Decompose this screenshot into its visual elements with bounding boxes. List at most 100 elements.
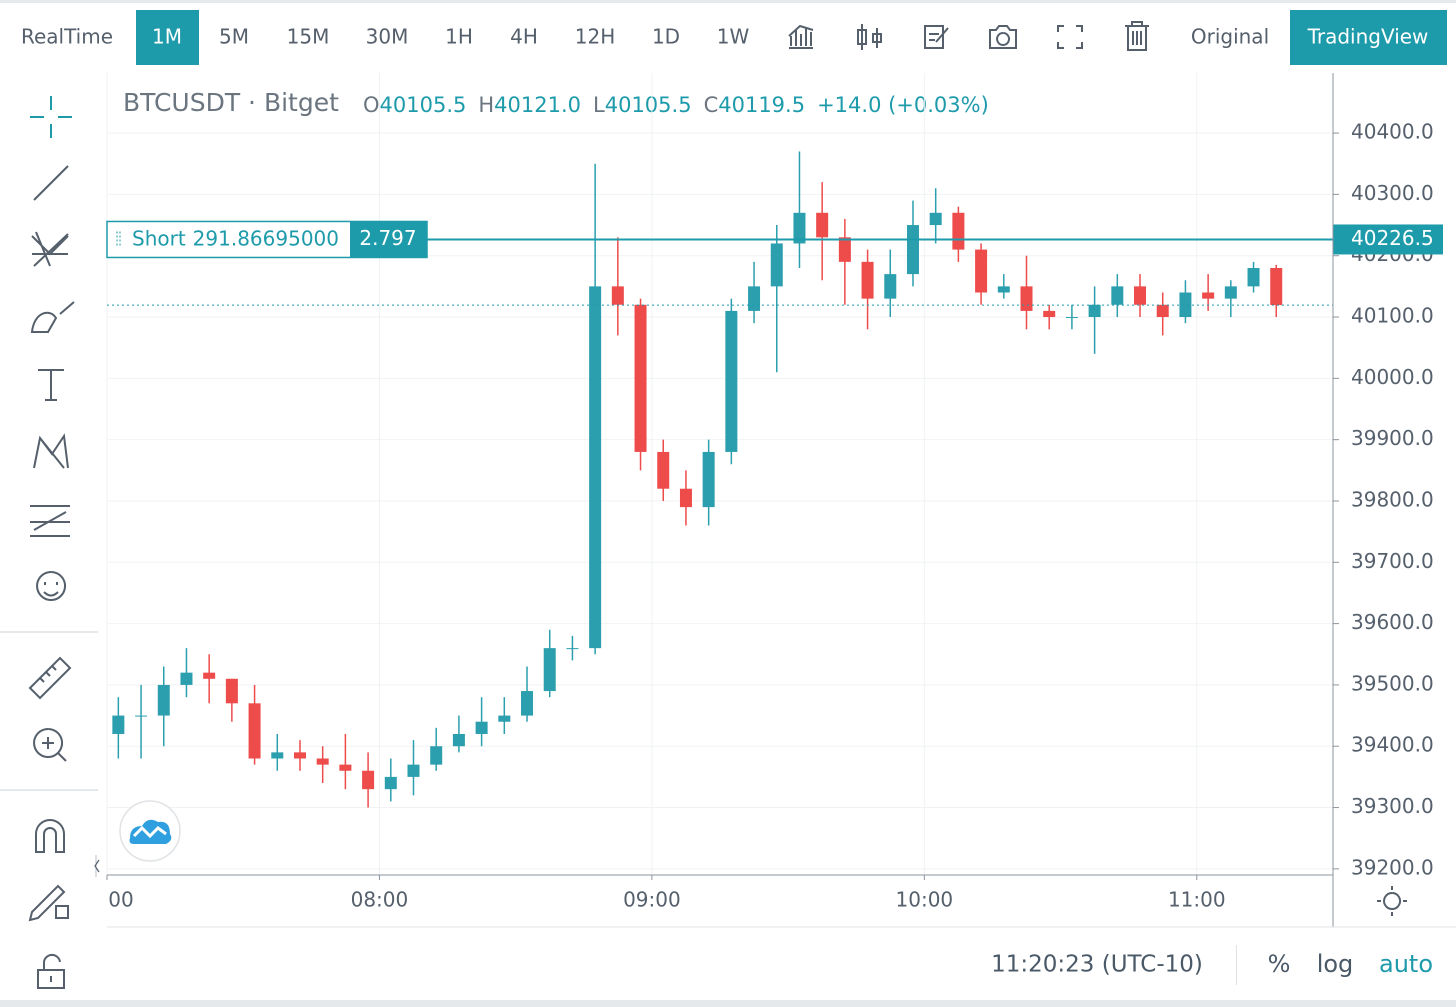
interval[interactable]: 1D [652,25,680,49]
candle-body [1270,267,1283,306]
unlock-tool[interactable] [37,953,65,989]
lock-draw-tool[interactable] [28,884,69,922]
candle-body [929,212,942,226]
x-tick-label: 08:00 [351,888,409,912]
zoom-tool[interactable] [33,728,67,762]
candle-body [634,304,647,452]
legend-value: 40121.0 [494,93,581,117]
candle-body [339,764,352,771]
pattern-tool[interactable] [33,433,69,469]
position-handle [116,231,121,248]
interval[interactable]: 12H [575,25,616,49]
candle-body [566,648,579,650]
x-tick-label: 10:00 [896,888,954,912]
auto-toggle[interactable]: auto [1379,950,1433,978]
x-tick-label: 00 [108,888,133,912]
bottom-border [0,1000,1456,1007]
interval[interactable]: 30M [366,25,409,49]
fib-tool[interactable] [31,231,69,267]
candle-body [748,286,761,311]
candle-body [293,752,306,759]
position-label: Short 291.86695000 [132,226,339,250]
legend-value: 40105.5 [380,93,467,117]
emoji-tool[interactable] [36,571,67,601]
candle-body [157,684,170,716]
fullscreen-icon[interactable] [1057,25,1083,49]
prediction-tool[interactable] [30,505,70,537]
view-option[interactable]: Original [1191,25,1269,49]
toolbar: RealTime 1M 5M 15M 30M 1H 4H 12H 1D 1W O… [21,10,1447,65]
candle-body [180,672,193,685]
price-label: 40226.5 [1351,226,1434,250]
y-tick-label: 39600.0 [1351,610,1434,634]
candle-body [657,451,670,489]
candle-body [1224,286,1237,299]
interval[interactable]: 4H [510,25,538,49]
interval[interactable]: 1H [445,25,473,49]
candle-body [203,672,216,679]
candle-body [702,451,715,508]
settings-icon[interactable] [1377,886,1407,916]
y-tick-label: 40000.0 [1351,365,1434,389]
interval[interactable]: 5M [219,25,249,49]
legend-key: O [363,93,380,117]
indicator-icon[interactable] [788,24,814,49]
brush-tool[interactable] [30,301,75,333]
y-tick-label: 39400.0 [1351,733,1434,757]
interval[interactable]: 1M [152,25,182,49]
magnet-tool[interactable] [35,819,65,853]
logo [129,819,172,844]
candle-body [452,733,465,747]
x-tick-label: 11:00 [1168,888,1226,912]
collapse-arrow[interactable] [94,859,100,873]
candle-body [271,752,284,759]
y-tick-label: 40400.0 [1351,120,1434,144]
interval[interactable]: 1W [717,25,750,49]
chart-title: BTCUSDT · Bitget [123,88,339,117]
candle-body [1111,286,1124,305]
note-icon[interactable] [924,25,949,49]
text-tool[interactable] [38,369,64,401]
active-view [1290,10,1447,65]
top-border [0,0,1456,3]
interval[interactable]: 15M [287,25,330,49]
candle-body [407,764,420,777]
candle-body [1043,310,1056,318]
delete-icon[interactable] [1125,21,1149,51]
percent-toggle[interactable]: % [1268,950,1291,978]
crosshair-tool[interactable] [30,96,72,138]
candle-body [384,776,397,790]
y-tick-label: 39300.0 [1351,794,1434,818]
y-tick-label: 40100.0 [1351,304,1434,328]
active-interval [136,10,199,65]
candle-body [521,691,534,716]
candle-body [316,758,329,765]
candle-body [543,648,556,692]
candle-body [135,715,148,717]
interval[interactable]: RealTime [21,25,113,49]
legend-change: +14.0 (+0.03%) [817,93,989,117]
camera-icon[interactable] [989,25,1017,49]
clock: 11:20:23 (UTC-10) [991,952,1203,978]
legend-value: 40119.5 [718,93,805,117]
separator [0,789,98,791]
ruler-tool[interactable] [28,656,72,700]
y-tick-label: 39900.0 [1351,426,1434,450]
line-tool[interactable] [33,165,69,201]
candle-icon[interactable] [857,24,882,50]
candle-body [475,721,488,734]
position-pnl: 2.797 [359,226,416,250]
candle-body [430,746,443,765]
candle-body [589,286,602,649]
candle-body [1065,317,1078,319]
candle-body [498,715,511,722]
candle-body [1202,292,1215,299]
candle-body [997,286,1010,293]
y-tick-label: 39200.0 [1351,855,1434,879]
log-toggle[interactable]: log [1317,950,1354,978]
candle-body [112,715,125,734]
y-tick-label: 39700.0 [1351,549,1434,573]
view-option[interactable]: TradingView [1307,25,1429,49]
